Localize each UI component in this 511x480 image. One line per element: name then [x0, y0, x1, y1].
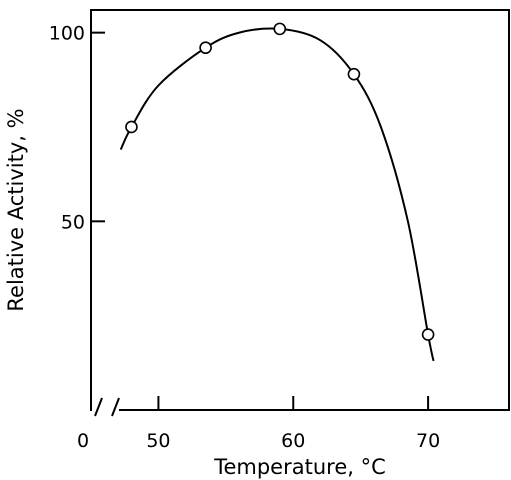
data-point — [421, 328, 435, 341]
axis-break-mark — [94, 397, 103, 417]
data-point — [125, 120, 138, 134]
y-tick-label: 50 — [61, 211, 85, 233]
y-tick-label: 100 — [49, 23, 85, 45]
axis-break-mark — [111, 397, 120, 417]
x-tick-label: 70 — [416, 430, 440, 452]
data-point — [273, 22, 287, 36]
y-axis-title: Relative Activity, % — [4, 108, 28, 311]
plot-frame — [90, 9, 510, 417]
tick-labels: 50 60 70 50 100 — [49, 23, 440, 452]
data-point — [347, 67, 361, 81]
x-origin-label: 0 — [77, 430, 89, 452]
x-tick-label: 60 — [281, 430, 305, 452]
x-axis-title: Temperature, °C — [213, 455, 386, 479]
data-point — [199, 41, 212, 55]
axis-ticks — [91, 31, 430, 410]
data-points — [125, 22, 435, 341]
fit-curve — [119, 27, 435, 362]
x-tick-label: 50 — [146, 430, 170, 452]
fit-curve-layer — [119, 27, 435, 362]
